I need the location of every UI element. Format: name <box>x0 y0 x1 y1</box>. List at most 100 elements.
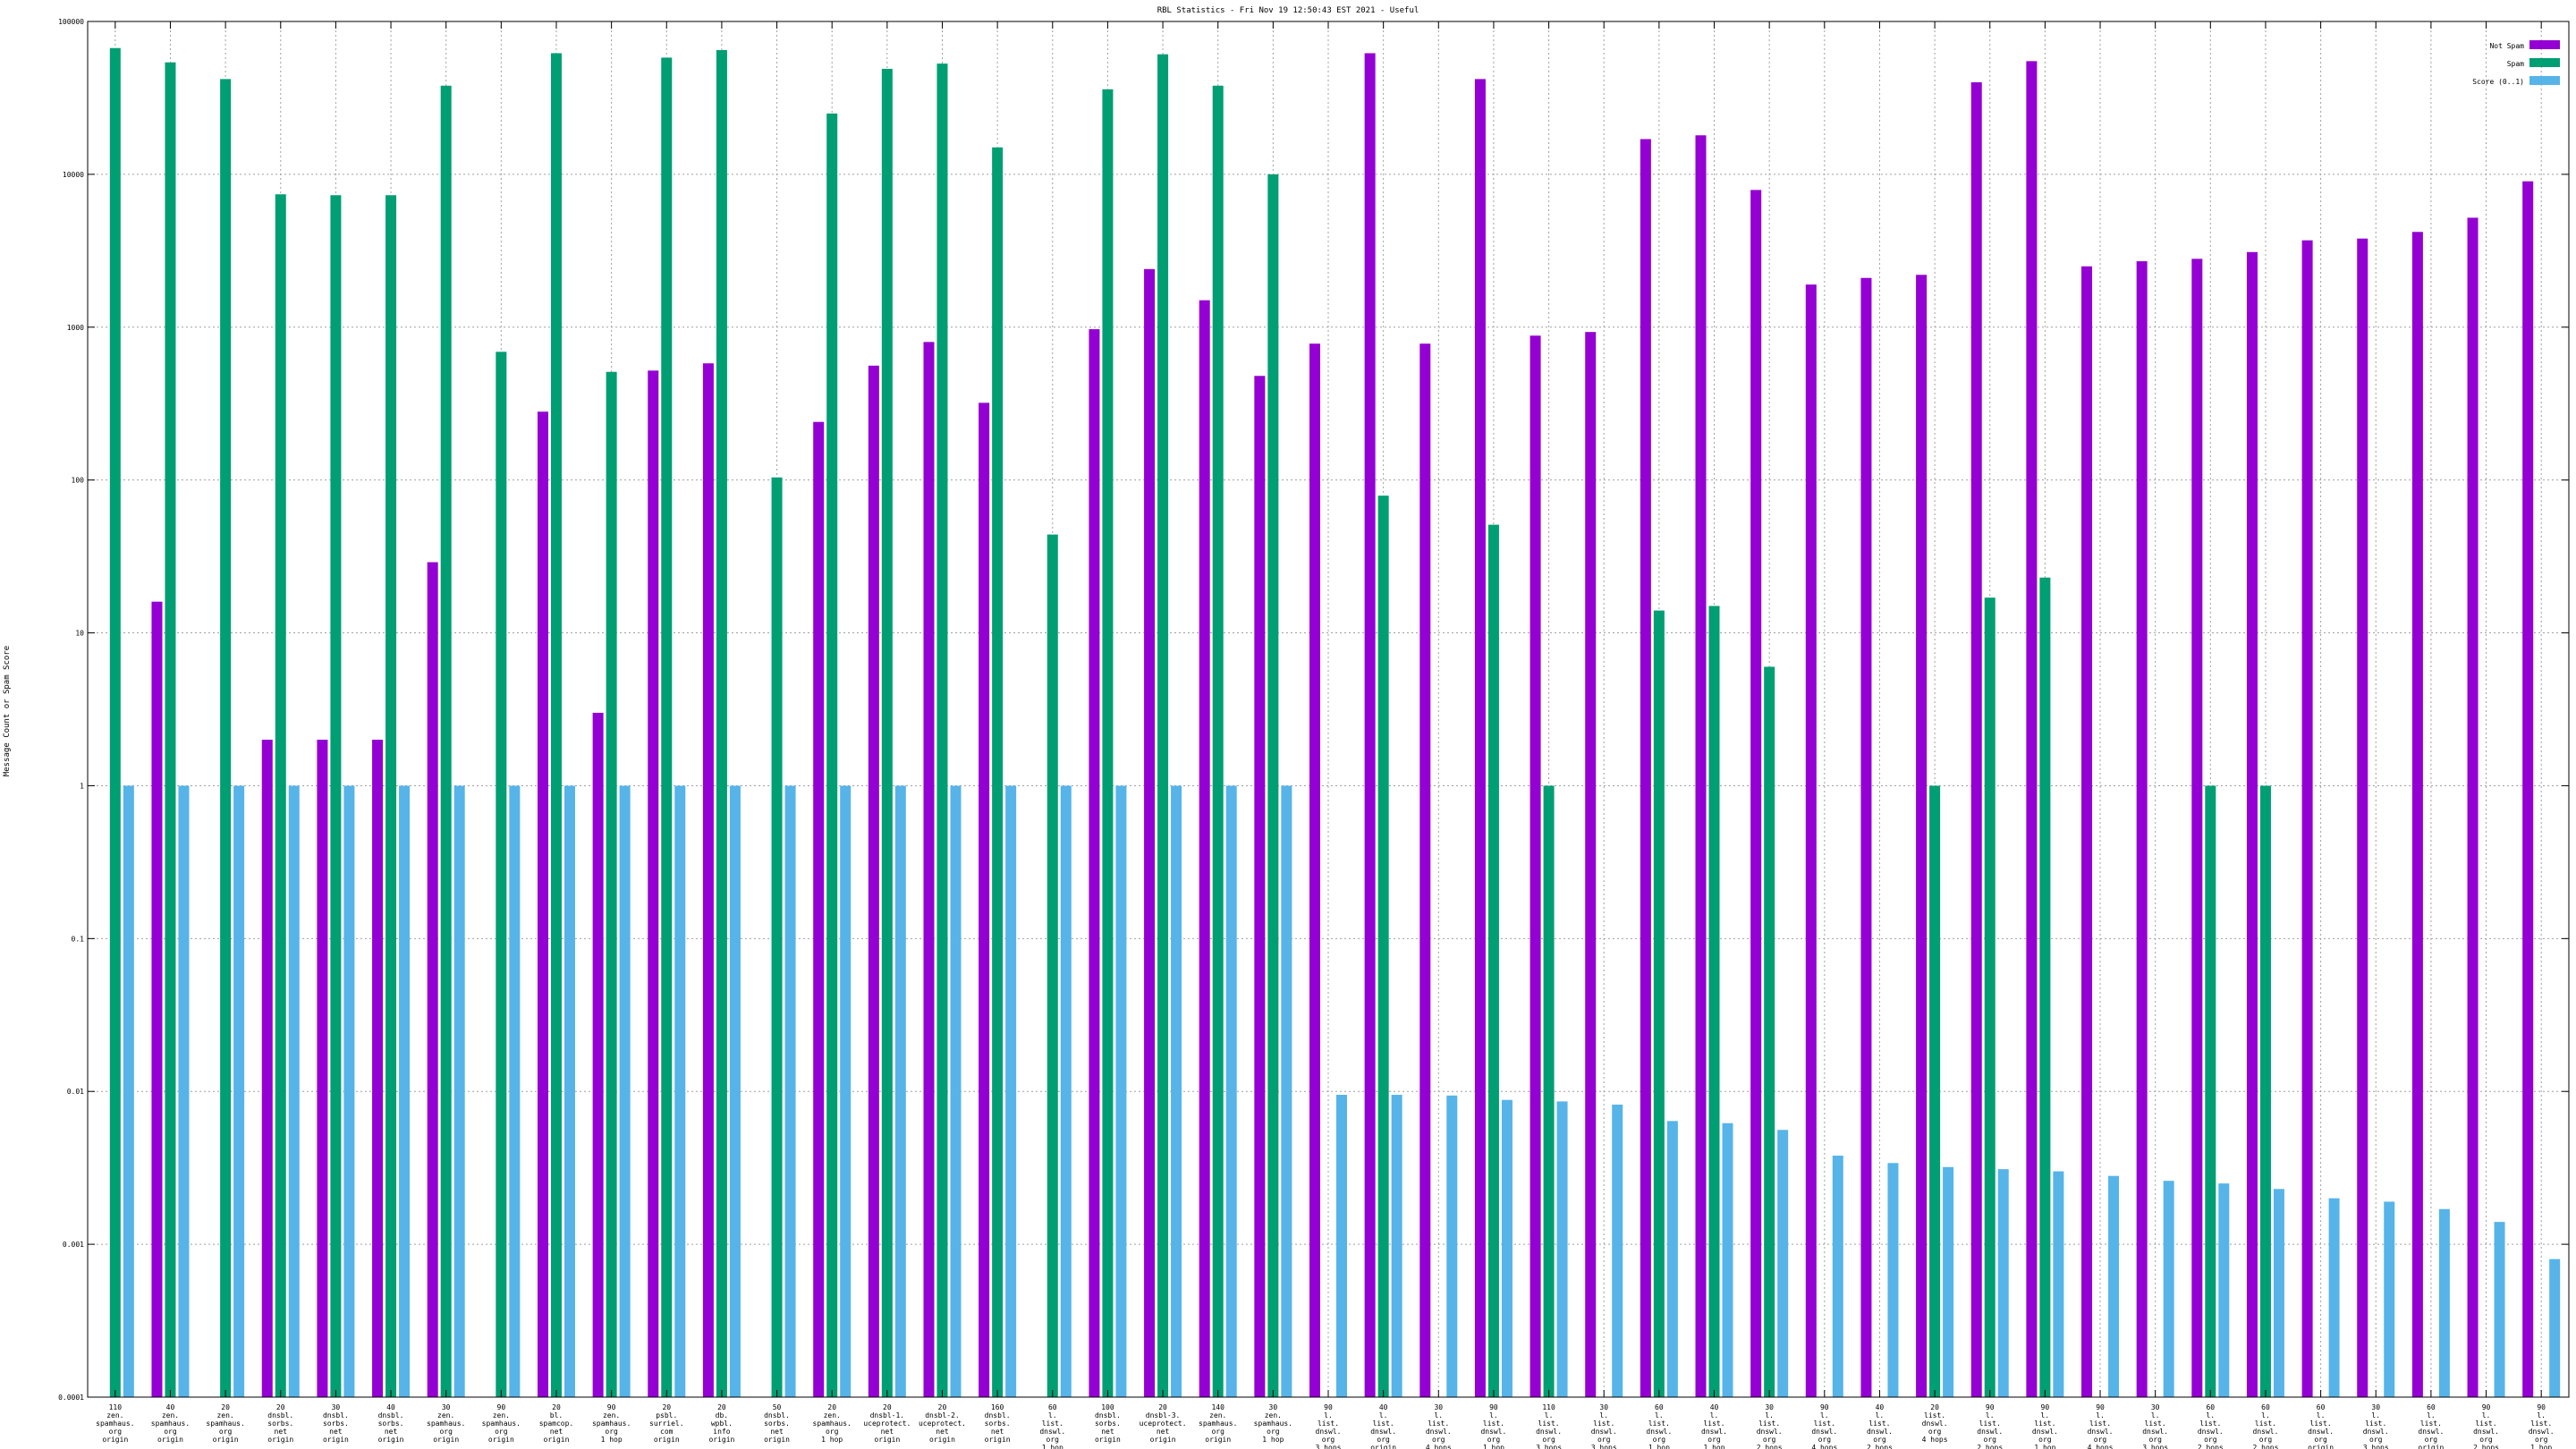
legend-label: Spam <box>2507 60 2524 68</box>
x-tick-label: 30 l. list. dnswl. org 2 hops <box>1757 1403 1783 1449</box>
bar-spam <box>165 62 176 1397</box>
x-tick-label: 90 l. list. dnswl. org 1 hop <box>2529 1403 2555 1449</box>
bar-score-0-1 <box>509 785 521 1397</box>
bar-score-0-1 <box>1556 1101 1568 1397</box>
bar-spam <box>1267 174 1279 1397</box>
bar-score-0-1 <box>2163 1181 2174 1397</box>
legend-label: Score (0..1) <box>2472 78 2524 86</box>
bar-spam <box>1708 606 1720 1397</box>
bar-not-spam <box>2026 61 2038 1397</box>
bar-score-0-1 <box>1722 1123 1733 1397</box>
x-tick-label: 60 l. list. dnswl. org 2 hops <box>2198 1403 2224 1449</box>
bar-not-spam <box>1585 332 1597 1397</box>
x-tick-label: 110 l. list. dnswl. org 3 hops <box>1536 1403 1562 1449</box>
x-tick-label: 60 l. list. dnswl. org 1 hop <box>1646 1403 1672 1449</box>
bar-not-spam <box>1254 376 1266 1397</box>
x-tick-label: 30 l. list. dnswl. org 3 hops <box>2142 1403 2168 1449</box>
bar-not-spam <box>868 365 879 1398</box>
bar-score-0-1 <box>1060 785 1072 1397</box>
bar-spam <box>220 79 232 1397</box>
bar-not-spam <box>979 402 990 1397</box>
bar-not-spam <box>813 421 825 1398</box>
x-tick-label: 40 l. list. dnswl. org 1 hop <box>1701 1403 1727 1449</box>
x-tick-label: 160 dnsbl. sorbs. net origin <box>985 1403 1011 1444</box>
bar-score-0-1 <box>2218 1183 2230 1397</box>
bar-not-spam <box>1640 139 1651 1398</box>
y-tick-label: 10 <box>75 630 84 638</box>
x-tick-label: 30 zen. spamhaus. org origin <box>427 1403 465 1444</box>
bar-spam <box>881 68 893 1398</box>
bar-not-spam <box>1970 82 1982 1397</box>
x-tick-label: 50 dnsbl. sorbs. net origin <box>764 1403 790 1444</box>
bar-score-0-1 <box>1501 1099 1513 1397</box>
bar-not-spam <box>1750 190 1762 1397</box>
y-tick-label: 10000 <box>63 171 84 179</box>
legend-label: Not Spam <box>2489 42 2524 50</box>
bar-not-spam <box>1860 277 1872 1397</box>
y-tick-label: 0.1 <box>72 935 85 943</box>
bar-score-0-1 <box>1391 1095 1402 1397</box>
bar-spam <box>1653 610 1665 1397</box>
bar-not-spam <box>1695 135 1707 1398</box>
y-tick-label: 0.01 <box>67 1088 84 1096</box>
bar-score-0-1 <box>619 785 631 1397</box>
bar-not-spam <box>427 562 438 1397</box>
bar-score-0-1 <box>399 785 411 1397</box>
bar-score-0-1 <box>1612 1104 1623 1397</box>
legend: Not Spam Spam Score (0..1) <box>2472 40 2560 86</box>
bar-not-spam <box>592 712 604 1397</box>
bar-spam <box>1212 85 1224 1398</box>
bar-score-0-1 <box>1281 785 1292 1397</box>
bars <box>109 47 2561 1398</box>
bar-spam <box>992 147 1004 1397</box>
chart-title: RBL Statistics - Fri Nov 19 12:50:43 EST… <box>1157 6 1419 15</box>
bar-score-0-1 <box>1666 1121 1678 1397</box>
x-tick-label: 90 zen. spamhaus. org 1 hop <box>592 1403 631 1444</box>
x-tick-label: 110 zen. spamhaus. org origin <box>96 1403 134 1444</box>
x-tick-label: 90 l. list. dnswl. org 2 hops <box>1977 1403 2003 1449</box>
x-tick-label: 40 l. list. dnswl. org origin <box>1370 1403 1396 1449</box>
bar-spam <box>1543 785 1555 1397</box>
bar-spam <box>1046 534 1058 1397</box>
bar-spam <box>330 195 342 1398</box>
bar-spam <box>716 49 727 1397</box>
bar-not-spam <box>1089 329 1100 1397</box>
bar-spam <box>496 352 507 1398</box>
legend-swatch <box>2529 76 2560 85</box>
legend-swatch <box>2529 40 2560 49</box>
bar-not-spam <box>2357 238 2368 1397</box>
bar-not-spam <box>2301 240 2313 1397</box>
legend-swatch <box>2529 58 2560 67</box>
bar-score-0-1 <box>840 785 852 1397</box>
bar-score-0-1 <box>2053 1171 2064 1397</box>
x-tick-label: 30 dnsbl. sorbs. net origin <box>323 1403 349 1444</box>
bar-not-spam <box>1419 343 1431 1397</box>
bar-not-spam <box>537 411 548 1397</box>
bar-not-spam <box>261 740 273 1397</box>
bar-score-0-1 <box>1446 1095 1458 1397</box>
bar-spam <box>109 47 121 1397</box>
x-tick-label: 20 psbl. surriel. com origin <box>649 1403 684 1444</box>
x-tick-label: 90 l. list. dnswl. org 1 hop <box>2032 1403 2058 1449</box>
x-tick-label: 90 l. list. dnswl. org 4 hops <box>1811 1403 1837 1449</box>
x-tick-label: 30 l. list. dnswl. org 3 hops <box>1591 1403 1617 1449</box>
bar-score-0-1 <box>123 785 134 1397</box>
bar-not-spam <box>1144 268 1156 1397</box>
bar-score-0-1 <box>894 785 906 1397</box>
bar-score-0-1 <box>2384 1201 2395 1397</box>
bar-not-spam <box>1309 343 1320 1397</box>
bar-score-0-1 <box>2494 1222 2505 1397</box>
bar-score-0-1 <box>233 785 245 1397</box>
bar-score-0-1 <box>1997 1169 2009 1397</box>
x-tick-label: 30 zen. spamhaus. org 1 hop <box>1254 1403 1292 1444</box>
bar-score-0-1 <box>453 785 465 1397</box>
bar-score-0-1 <box>1832 1156 1843 1397</box>
bar-spam <box>1984 597 1996 1397</box>
x-tick-label: 20 zen. spamhaus. org 1 hop <box>813 1403 852 1444</box>
bar-not-spam <box>1474 79 1486 1397</box>
bar-spam <box>2259 785 2271 1397</box>
bar-spam <box>1487 524 1499 1397</box>
bar-score-0-1 <box>2108 1175 2120 1397</box>
bar-score-0-1 <box>343 785 355 1397</box>
